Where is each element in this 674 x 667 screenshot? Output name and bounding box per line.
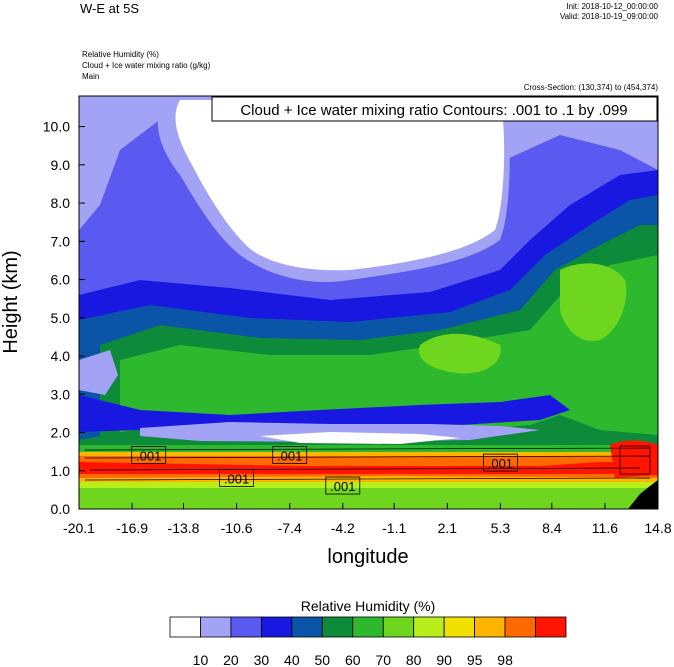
colorbar-swatch bbox=[321, 616, 354, 638]
contour-label-box bbox=[272, 446, 308, 464]
colorbar-level-label: 30 bbox=[254, 652, 270, 667]
x-tick-label: 11.6 bbox=[592, 520, 618, 536]
y-tick-label: 0.0 bbox=[51, 501, 71, 517]
contour-label: .001 bbox=[277, 448, 302, 463]
x-tick-label: 5.3 bbox=[491, 520, 511, 536]
x-tick-label: 8.4 bbox=[542, 520, 562, 536]
x-tick-label: -7.4 bbox=[278, 520, 302, 536]
init-time: Init: 2018-10-12_00:00:00 bbox=[566, 2, 658, 11]
x-axis-label: longitude bbox=[327, 546, 408, 568]
rh-fill-10-dry-core bbox=[175, 100, 505, 271]
x-tick-label: -13.8 bbox=[168, 520, 200, 536]
contour-line bbox=[619, 445, 651, 475]
colorbar: 10 20 30 40 50 60 70 80 90 95 98 bbox=[169, 616, 567, 667]
colorbar-swatch bbox=[291, 616, 323, 638]
colorbar-level-label: 50 bbox=[315, 652, 331, 667]
colorbar-level-label: 10 bbox=[193, 652, 209, 667]
y-tick-label: 9.0 bbox=[51, 157, 71, 173]
contour-label-box bbox=[325, 476, 361, 495]
colorbar-swatch bbox=[443, 616, 476, 638]
x-tick-label: 14.8 bbox=[644, 520, 671, 536]
contour-label: .001 bbox=[224, 471, 249, 486]
y-tick-label: 6.0 bbox=[51, 272, 71, 288]
x-tick-label: -1.1 bbox=[382, 520, 406, 536]
contour-line bbox=[84, 455, 651, 459]
colorbar-level-label: 20 bbox=[223, 652, 239, 667]
contour-label: .001 bbox=[330, 479, 355, 494]
contour-label: .001 bbox=[488, 456, 513, 471]
colorbar-swatch bbox=[474, 616, 506, 638]
y-tick-label: 7.0 bbox=[51, 233, 71, 249]
colorbar-swatch bbox=[352, 616, 384, 638]
colorbar-swatch bbox=[200, 616, 232, 638]
plot-frame bbox=[78, 95, 659, 510]
rh-fill-10-low bbox=[260, 432, 460, 444]
rh-fill-20-top bbox=[79, 96, 658, 230]
contour-label-box bbox=[219, 469, 255, 487]
colorbar-level-label: 40 bbox=[284, 652, 300, 667]
y-axis-label: Height (km) bbox=[0, 250, 22, 353]
contour-title: Cloud + Ice water mixing ratio Contours:… bbox=[240, 102, 627, 119]
field-label-cloud: Cloud + Ice water mixing ratio (g/kg) bbox=[82, 61, 211, 70]
rh-fill-80-surface bbox=[79, 488, 658, 509]
y-tick-label: 8.0 bbox=[51, 195, 71, 211]
contour-line bbox=[84, 447, 651, 451]
plot-title: W-E at 5S bbox=[80, 1, 140, 16]
rh-fill-80-patch bbox=[419, 333, 501, 374]
colorbar-level-label: 95 bbox=[467, 652, 483, 667]
x-axis: -20.1 -16.9 -13.8 -10.6 -7.4 -4.2 -1.1 2.1 5.3 8.… bbox=[63, 503, 672, 536]
valid-time: Valid: 2018-10-19_09:00:00 bbox=[559, 12, 658, 21]
colorbar-level-label: 70 bbox=[375, 652, 391, 667]
y-tick-label: 3.0 bbox=[51, 386, 71, 402]
colorbar-level-label: 60 bbox=[345, 652, 361, 667]
y-axis: 0.0 1.0 2.0 3.0 4.0 5.0 6.0 7.0 8.0 9.0 10.0 bbox=[43, 119, 85, 517]
contour-line bbox=[84, 477, 651, 481]
cross-section-label: Cross-Section: (130,374) to (454,374) bbox=[523, 83, 658, 92]
colorbar-swatch bbox=[535, 616, 567, 638]
x-tick-label: -10.6 bbox=[221, 520, 253, 536]
field-label-rh: Relative Humidity (%) bbox=[82, 50, 159, 59]
x-tick-label: -4.2 bbox=[331, 520, 355, 536]
rh-fill-70 bbox=[120, 255, 658, 445]
colorbar-level-label: 98 bbox=[497, 652, 513, 667]
terrain bbox=[628, 480, 658, 509]
x-tick-label: 2.1 bbox=[438, 520, 458, 536]
y-tick-label: 2.0 bbox=[51, 425, 71, 441]
colorbar-level-label: 90 bbox=[436, 652, 452, 667]
colorbar-swatch bbox=[260, 616, 293, 638]
colorbar-swatch bbox=[169, 616, 201, 638]
contour-label-box bbox=[131, 446, 167, 464]
field-label-main: Main bbox=[82, 72, 100, 81]
y-tick-label: 10.0 bbox=[43, 119, 70, 135]
rh-fill-80-east bbox=[560, 263, 627, 341]
y-tick-label: 1.0 bbox=[51, 463, 71, 479]
contour-label-box bbox=[482, 453, 518, 472]
contour-label: .001 bbox=[136, 448, 161, 463]
colorbar-swatch bbox=[504, 616, 536, 638]
colorbar-title: Relative Humidity (%) bbox=[301, 598, 436, 614]
rh-fill-20-west bbox=[79, 350, 118, 395]
cloud-contours bbox=[84, 445, 651, 481]
rh-field bbox=[79, 96, 658, 509]
rh-fill-40-low bbox=[79, 395, 570, 432]
y-tick-label: 5.0 bbox=[51, 310, 71, 326]
x-tick-label: -20.1 bbox=[63, 520, 95, 536]
contour-line bbox=[89, 467, 641, 471]
colorbar-swatch bbox=[230, 616, 262, 638]
x-tick-label: -16.9 bbox=[116, 520, 148, 536]
rh-fill-98-east bbox=[610, 440, 658, 478]
y-tick-label: 4.0 bbox=[51, 348, 71, 364]
contour-labels: .001 .001 .001 .001 .001 bbox=[131, 446, 518, 495]
colorbar-level-label: 80 bbox=[406, 652, 422, 667]
contour-title-box bbox=[211, 96, 658, 122]
colorbar-swatch bbox=[413, 616, 445, 638]
colorbar-swatch bbox=[382, 616, 415, 638]
